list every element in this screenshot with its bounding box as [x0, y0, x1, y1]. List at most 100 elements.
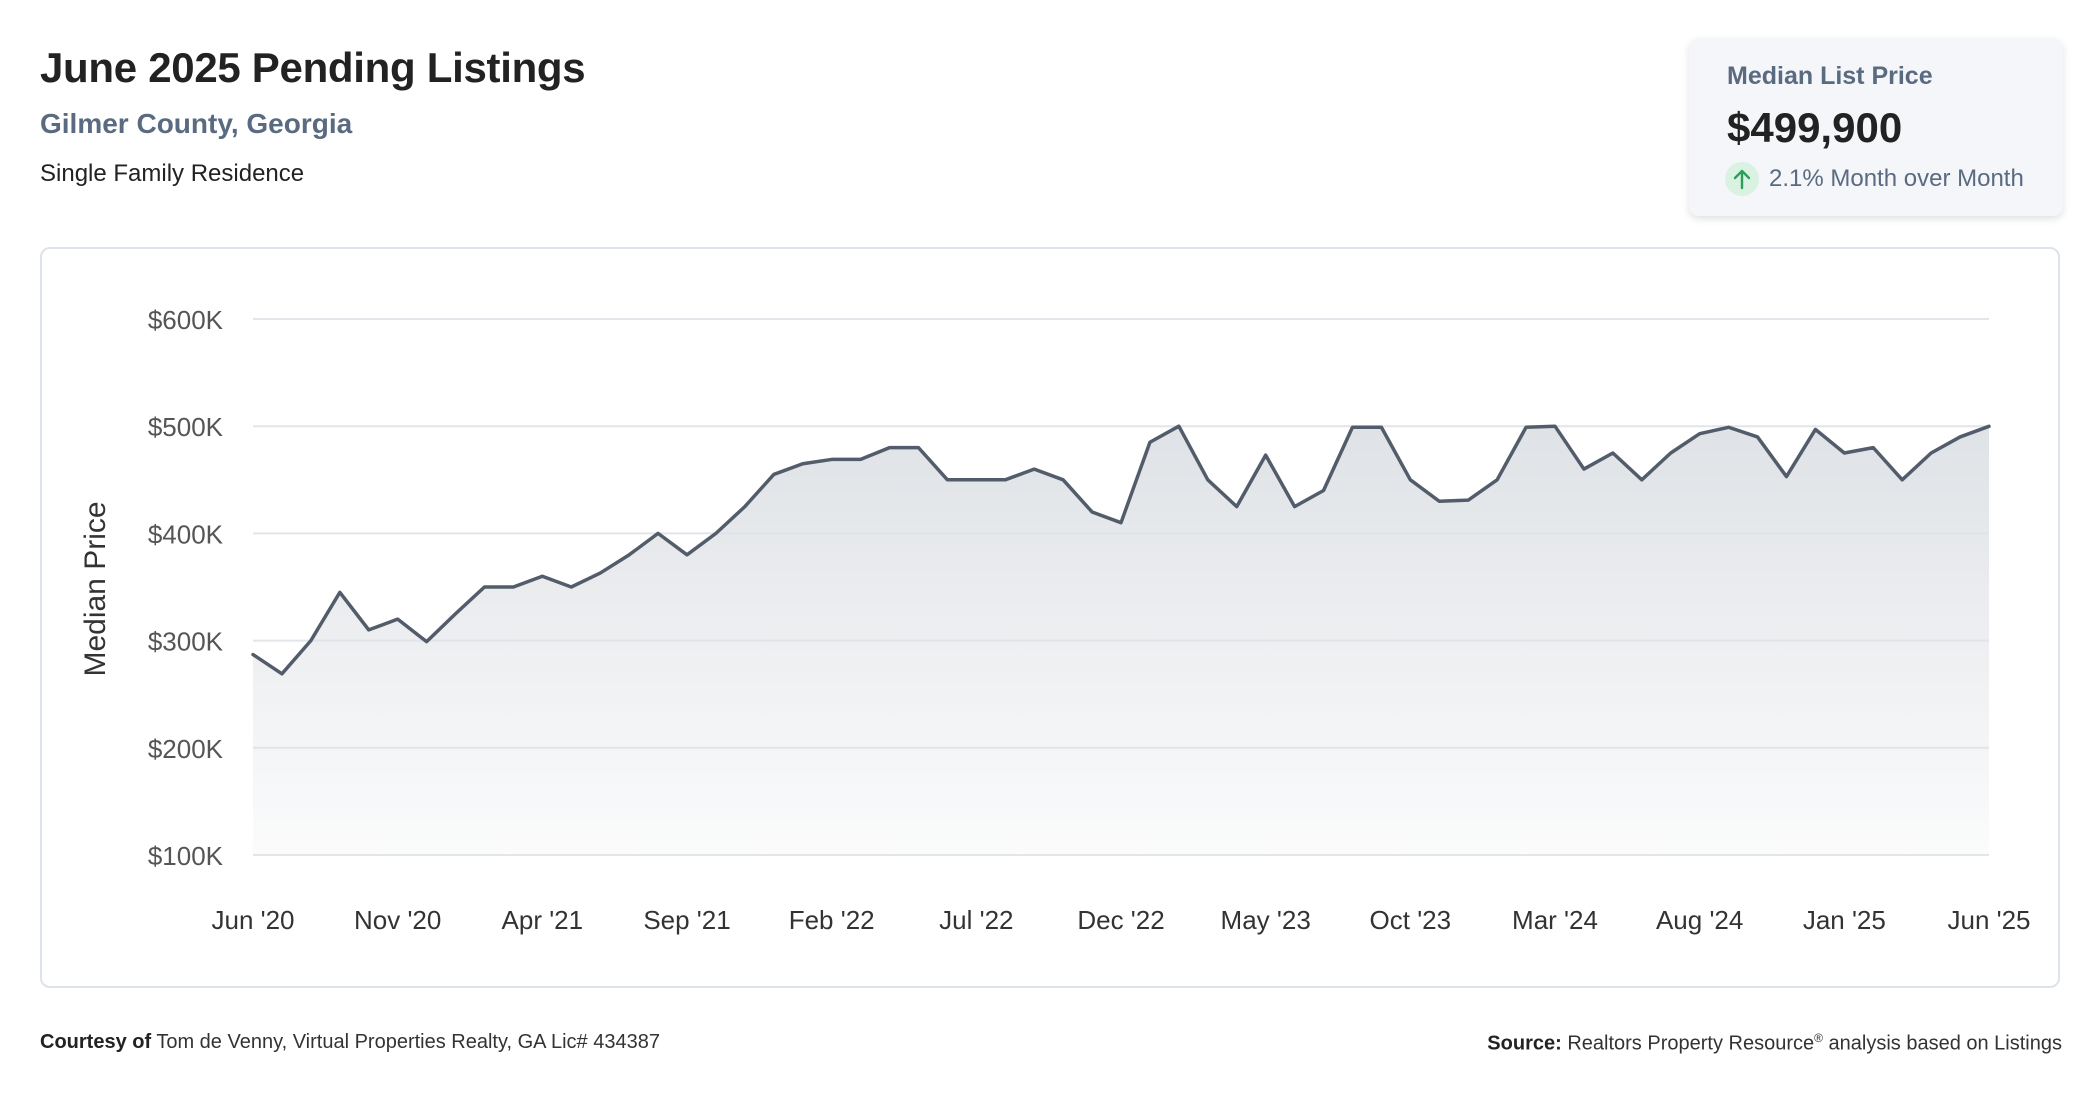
data-point — [1060, 477, 1066, 483]
x-tick-label: Feb '22 — [789, 905, 875, 935]
data-point — [1349, 424, 1355, 430]
data-point — [597, 570, 603, 576]
median-price-line — [251, 424, 1991, 676]
data-point — [626, 552, 632, 558]
data-point — [510, 584, 516, 590]
data-point — [1523, 424, 1529, 430]
data-point — [1321, 488, 1327, 494]
courtesy-text: Tom de Venny, Virtual Properties Realty,… — [156, 1031, 660, 1053]
chart-panel: $100K $200K $300K $400K $500K $600K Jun '20 No… — [40, 247, 2060, 988]
data-point — [1465, 497, 1471, 503]
area-fill — [253, 426, 1989, 855]
data-point — [973, 477, 979, 483]
courtesy-label: Courtesy of — [40, 1031, 152, 1053]
x-tick-label: Sep '21 — [643, 905, 730, 935]
data-point — [1176, 423, 1182, 429]
x-tick-label: Oct '23 — [1370, 905, 1452, 935]
data-point — [1205, 477, 1211, 483]
data-point — [1870, 445, 1876, 451]
source-text-suffix: analysis based on Listings — [1822, 1032, 2063, 1055]
data-point — [1552, 423, 1558, 429]
arrow-up-icon — [1725, 162, 1759, 196]
data-point — [1726, 424, 1732, 430]
stat-value: $499,900 — [1727, 104, 1903, 151]
x-tick-label: Jan '25 — [1803, 905, 1886, 935]
courtesy-footer: Courtesy of Tom de Venny, Virtual Proper… — [40, 1031, 660, 1054]
data-point — [1031, 466, 1037, 472]
x-tick-label: Apr '21 — [502, 905, 584, 935]
data-point — [1899, 477, 1905, 483]
page-title: June 2025 Pending Listings — [40, 44, 586, 91]
x-tick-label: Dec '22 — [1077, 905, 1164, 935]
data-point — [539, 573, 545, 579]
stat-change-text: 2.1% Month over Month — [1769, 165, 2024, 192]
data-point — [1668, 450, 1674, 456]
source-label: Source: — [1487, 1032, 1562, 1055]
data-point — [366, 627, 372, 633]
median-list-price-card: Median List Price $499,900 2.1% Month ov… — [1689, 38, 2063, 216]
median-price-chart: $100K $200K $300K $400K $500K $600K Jun '20 No… — [79, 305, 2031, 935]
data-point — [1002, 477, 1008, 483]
data-point — [655, 530, 661, 536]
y-tick-label: $300K — [148, 627, 224, 657]
data-point — [915, 445, 921, 451]
data-point — [337, 589, 343, 595]
data-point — [1639, 477, 1645, 483]
data-point — [250, 652, 256, 658]
y-tick-label: $500K — [148, 412, 224, 442]
y-axis-label: Median Price — [79, 501, 112, 676]
y-tick-label: $400K — [148, 519, 224, 549]
data-point — [1986, 423, 1992, 429]
data-point — [481, 584, 487, 590]
x-tick-label: Jun '25 — [1947, 905, 2030, 935]
data-point — [1234, 504, 1240, 510]
data-point — [453, 611, 459, 617]
data-point — [424, 639, 430, 645]
data-point — [800, 461, 806, 467]
data-point — [887, 445, 893, 451]
data-point — [1841, 450, 1847, 456]
data-point — [308, 638, 314, 644]
data-point — [1089, 509, 1095, 515]
data-point — [395, 616, 401, 622]
data-point — [568, 584, 574, 590]
data-point — [1581, 466, 1587, 472]
data-point — [1928, 450, 1934, 456]
data-point — [771, 471, 777, 477]
data-point — [713, 530, 719, 536]
data-point — [1436, 498, 1442, 504]
x-tick-label: Jun '20 — [211, 905, 294, 935]
y-tick-label: $100K — [148, 841, 224, 871]
data-point — [1755, 434, 1761, 440]
data-point — [742, 504, 748, 510]
location-subtitle: Gilmer County, Georgia — [40, 108, 353, 139]
registered-mark: ® — [1814, 1031, 1823, 1045]
stat-label: Median List Price — [1727, 62, 1933, 90]
data-point — [1610, 450, 1616, 456]
data-point — [1783, 474, 1789, 480]
data-point — [1957, 434, 1963, 440]
stat-change: 2.1% Month over Month — [1725, 162, 2024, 196]
y-tick-label: $600K — [148, 305, 224, 335]
source-footer: Source: Realtors Property Resource® anal… — [1487, 1031, 2062, 1056]
source-text: Realtors Property Resource — [1567, 1032, 1815, 1055]
data-point — [279, 671, 285, 677]
data-point — [1812, 426, 1818, 432]
x-tick-label: Nov '20 — [354, 905, 441, 935]
data-point — [1263, 452, 1269, 458]
x-tick-label: May '23 — [1221, 905, 1311, 935]
data-point — [684, 552, 690, 558]
x-tick-label: Mar '24 — [1512, 905, 1598, 935]
data-point — [1378, 424, 1384, 430]
data-point — [1147, 439, 1153, 445]
data-point — [829, 456, 835, 462]
data-point — [858, 456, 864, 462]
x-tick-label: Jul '22 — [939, 905, 1013, 935]
property-type-label: Single Family Residence — [40, 160, 305, 187]
data-point — [1118, 520, 1124, 526]
x-tick-label: Aug '24 — [1656, 905, 1743, 935]
data-point — [1697, 431, 1703, 437]
data-point — [944, 477, 950, 483]
data-point — [1407, 477, 1413, 483]
data-point — [1292, 504, 1298, 510]
